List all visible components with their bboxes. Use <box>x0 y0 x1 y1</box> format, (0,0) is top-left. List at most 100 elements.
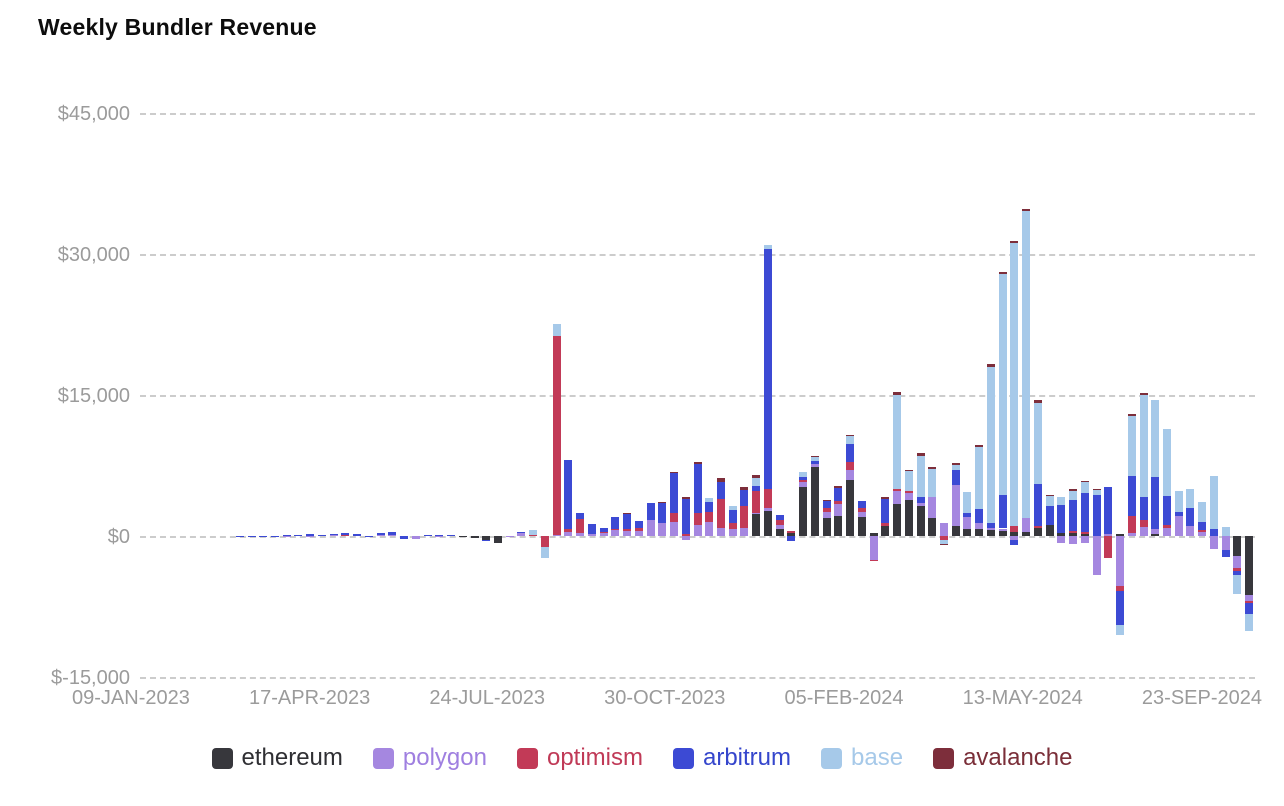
bar-segment-ethereum <box>1245 536 1254 596</box>
bar-segment-optimism <box>564 529 573 533</box>
bar-segment-optimism <box>799 479 808 483</box>
bar-segment-polygon <box>1116 536 1125 586</box>
bar-segment-base <box>1198 502 1207 522</box>
bar-segment-arbitrum <box>329 533 338 536</box>
bar-segment-optimism <box>846 461 855 471</box>
bar-segment-optimism <box>611 528 620 531</box>
bar-segment-optimism <box>693 512 702 525</box>
bar-segment-optimism <box>529 534 538 536</box>
bar-segment-arbitrum <box>294 534 303 536</box>
legend-item-optimism[interactable]: optimism <box>516 744 643 772</box>
bar-segment-ethereum <box>857 517 866 536</box>
bar-segment-arbitrum <box>623 513 632 530</box>
bar-segment-avalanche <box>1045 494 1054 496</box>
bar-segment-optimism <box>869 559 878 562</box>
legend-label-ethereum: ethereum <box>241 744 343 771</box>
bar-segment-ethereum <box>458 536 467 537</box>
bar-segment-avalanche <box>670 472 679 474</box>
bar-segment-polygon <box>810 463 819 468</box>
bar-segment-polygon <box>587 534 596 536</box>
bar-segment-polygon <box>716 527 725 536</box>
bar-segment-ethereum <box>975 529 984 536</box>
bar-segment-polygon <box>670 521 679 536</box>
bar-segment-polygon <box>564 532 573 536</box>
bar-segment-avalanche <box>623 512 632 514</box>
bar-segment-avalanche <box>846 435 855 437</box>
bar-segment-base <box>846 436 855 444</box>
bar-segment-ethereum <box>986 530 995 536</box>
bar-segment-arbitrum <box>728 509 737 523</box>
bar-segment-ethereum <box>904 500 913 536</box>
bar-segment-optimism <box>634 527 643 532</box>
bar-segment-base <box>998 273 1007 495</box>
y-axis-tick-label: $45,000 <box>57 103 130 125</box>
bar-segment-arbitrum <box>447 535 456 536</box>
x-axis-tick-label: 30-OCT-2023 <box>604 687 726 709</box>
bar-segment-arbitrum <box>716 482 725 500</box>
bar-segment-base <box>904 471 913 491</box>
bar-segment-avalanche <box>928 467 937 470</box>
bar-segment-optimism <box>787 531 796 534</box>
bar-segment-arbitrum <box>975 508 984 523</box>
bar-segment-arbitrum <box>670 473 679 514</box>
bar-segment-arbitrum <box>1045 505 1054 525</box>
bar-segment-polygon <box>681 536 690 540</box>
bar-segment-polygon <box>1022 518 1031 533</box>
bar-segment-ethereum <box>1069 533 1078 536</box>
y-axis-tick-label: $15,000 <box>57 385 130 407</box>
bar-segment-base <box>986 366 995 523</box>
legend-swatch-arbitrum <box>672 747 694 769</box>
bar-segment-ethereum <box>787 533 796 536</box>
bar-segment-base <box>1209 475 1218 530</box>
bar-segment-arbitrum <box>1245 602 1254 615</box>
bar-segment-base <box>1116 625 1125 635</box>
bar-segment-polygon <box>763 507 772 511</box>
x-axis-tick-label: 23-SEP-2024 <box>1141 687 1262 709</box>
bar-segment-base <box>529 530 538 535</box>
bar-segment-arbitrum <box>693 463 702 513</box>
bar-segment-polygon <box>705 521 714 536</box>
bar-segment-base <box>540 547 549 558</box>
bar-segment-polygon <box>834 504 843 517</box>
bar-segment-base <box>705 498 714 503</box>
bar-segment-polygon <box>846 470 855 480</box>
bar-segment-optimism <box>893 489 902 491</box>
chart-title: Weekly Bundler Revenue <box>38 14 317 40</box>
bar-segment-optimism <box>1104 536 1113 558</box>
bar-segment-base <box>1174 490 1183 512</box>
bar-segment-arbitrum <box>998 494 1007 529</box>
bar-segment-arbitrum <box>1198 521 1207 531</box>
bar-segment-base <box>763 244 772 250</box>
bar-segment-base <box>1221 526 1230 536</box>
bar-segment-avalanche <box>716 477 725 483</box>
y-axis-tick-label: $30,000 <box>57 244 130 266</box>
bar-segment-optimism <box>1233 567 1242 571</box>
bar-segment-arbitrum <box>282 535 291 536</box>
bar-segment-polygon <box>517 532 526 536</box>
bar-segment-polygon <box>1151 529 1160 535</box>
bar-segment-ethereum <box>763 510 772 536</box>
bar-segment-polygon <box>329 535 338 536</box>
x-axis: 09-JAN-2023 17-APR-2023 24-JUL-2023 30-O… <box>72 687 1262 710</box>
bar-segment-polygon <box>893 490 902 505</box>
bar-segment-optimism <box>670 513 679 522</box>
legend-item-arbitrum[interactable]: arbitrum <box>672 744 791 772</box>
legend-item-polygon[interactable]: polygon <box>372 744 487 772</box>
y-axis-tick-label: $0 <box>107 526 130 548</box>
bar-segment-polygon <box>623 531 632 536</box>
bar-segment-optimism <box>540 536 549 548</box>
bar-segment-arbitrum <box>1033 484 1042 526</box>
legend-item-base[interactable]: base <box>821 744 903 772</box>
bar-segment-polygon <box>740 528 749 536</box>
bar-segment-optimism <box>1139 520 1148 527</box>
bar-segment-arbitrum <box>752 486 761 491</box>
legend-item-ethereum[interactable]: ethereum <box>211 744 343 772</box>
legend-item-avalanche[interactable]: avalanche <box>933 744 1072 772</box>
bar-segment-optimism <box>705 511 714 522</box>
bar-segment-avalanche <box>1069 489 1078 491</box>
bar-segment-arbitrum <box>306 534 315 536</box>
bar-segment-arbitrum <box>810 460 819 464</box>
bar-segment-arbitrum <box>986 522 995 528</box>
bar-segment-base <box>552 324 561 337</box>
bar-segment-polygon <box>1092 536 1101 575</box>
